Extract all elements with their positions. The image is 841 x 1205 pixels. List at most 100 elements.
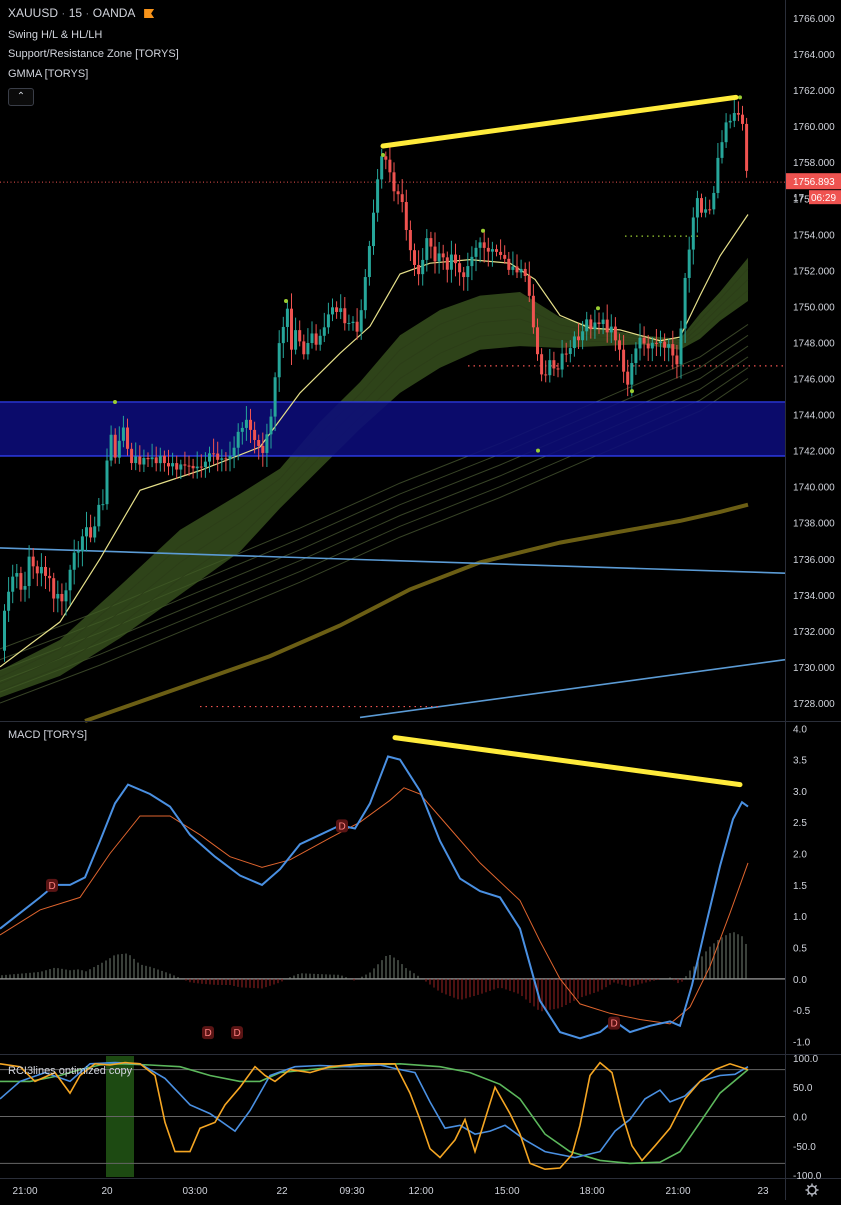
candle-body — [294, 330, 298, 350]
time-axis: 21:00 20 03:00 22 09:30 12:00 15:00 18:00 21:00 2… — [12, 1183, 819, 1197]
price-tick-label: 1730.000 — [793, 663, 835, 674]
candle-body — [433, 246, 437, 262]
indicator-sr-zone[interactable]: Support/Resistance Zone [TORYS] — [8, 48, 179, 60]
time-tick-label: 15:00 — [494, 1186, 519, 1197]
candle-body — [511, 266, 515, 270]
candle-body — [679, 328, 683, 365]
broker: OANDA — [92, 6, 135, 20]
rci-tick-label: -100.0 — [793, 1171, 822, 1182]
candle-body — [609, 326, 613, 333]
candle-body — [499, 251, 503, 255]
divergence-marker-bg — [202, 1026, 214, 1040]
candle-body — [150, 457, 154, 460]
macd-tick-label: -0.5 — [793, 1006, 811, 1017]
candle-body — [736, 113, 740, 115]
candle-body — [162, 455, 166, 464]
candle-body — [663, 341, 667, 348]
candle-body — [659, 341, 662, 344]
macd-tick-label: 3.0 — [793, 787, 807, 798]
swing-high-marker — [481, 228, 485, 233]
candle-body — [720, 142, 724, 158]
candle-body — [347, 323, 351, 325]
candle-body — [326, 314, 330, 328]
candle-body — [548, 360, 552, 376]
rci-mid-line — [0, 1061, 749, 1159]
candle-body — [527, 276, 531, 296]
collapse-legend-button[interactable]: ⌃ — [8, 88, 34, 106]
candle-body — [97, 504, 101, 527]
candle-body — [618, 340, 621, 350]
candle-body — [105, 460, 109, 505]
macd-line — [0, 755, 749, 1040]
candle-body — [515, 266, 519, 273]
candle-body — [310, 333, 314, 344]
candle-body — [269, 416, 273, 435]
rci-label[interactable]: RCI3lines optimized copy — [8, 1065, 133, 1077]
candle-body — [3, 610, 6, 651]
trendline — [0, 547, 786, 574]
candle-body — [109, 434, 113, 461]
signal-line — [0, 787, 749, 1025]
candle-body — [318, 335, 322, 345]
time-tick-label: 03:00 — [182, 1186, 207, 1197]
price-tick-label: 1728.000 — [793, 699, 835, 710]
candle-body — [531, 295, 535, 328]
annotation-line — [392, 735, 743, 788]
candle-body — [519, 268, 523, 273]
divergence-marker-label: D — [339, 821, 346, 832]
divergence-marker-bg — [231, 1026, 243, 1040]
divergence-marker-label: D — [49, 881, 56, 892]
divergence-marker: D — [608, 1016, 620, 1030]
candle-body — [23, 586, 27, 590]
candle-body — [31, 556, 35, 567]
gear-icon[interactable] — [805, 1183, 819, 1197]
flag-icon[interactable] — [144, 9, 155, 18]
candle-body — [646, 343, 650, 349]
candle-body — [240, 427, 244, 432]
macd-tick-label: 4.0 — [793, 724, 807, 735]
candle-body — [175, 463, 179, 470]
candle-body — [454, 254, 457, 264]
swing-high-marker — [113, 399, 117, 404]
candle-body — [691, 217, 695, 250]
candle-body — [650, 342, 654, 349]
indicator-swing[interactable]: Swing H/L & HL/LH — [8, 29, 103, 41]
candle-body — [261, 445, 265, 453]
candle-body — [581, 331, 585, 341]
candle-body — [208, 453, 211, 462]
candle-body — [302, 341, 306, 355]
macd-tick-label: 2.0 — [793, 850, 807, 861]
price-tick-label: 1742.000 — [793, 447, 835, 458]
candle-body — [708, 209, 712, 211]
candle-body — [745, 123, 749, 171]
candle-body — [425, 238, 429, 260]
candle-body — [593, 322, 597, 330]
candle-body — [285, 308, 289, 327]
indicator-gmma[interactable]: GMMA [TORYS] — [8, 68, 89, 80]
candle-body — [675, 355, 679, 365]
trendline — [359, 658, 786, 719]
candle-body — [417, 264, 421, 275]
candle-body — [314, 333, 318, 345]
candle-body — [577, 336, 580, 341]
price-tick-label: 1736.000 — [793, 555, 835, 566]
candle-body — [232, 447, 236, 456]
candle-body — [171, 463, 175, 467]
divergence-marker: D — [336, 819, 348, 833]
macd-label[interactable]: MACD [TORYS] — [8, 729, 88, 741]
candle-body — [654, 342, 658, 344]
candle-body — [728, 120, 732, 123]
divergence-marker: D — [231, 1026, 243, 1040]
symbol-title[interactable]: XAUUSD · 15 · OANDA — [8, 6, 155, 20]
rci-tick-label: 0.0 — [793, 1113, 807, 1124]
candle-body — [540, 354, 544, 375]
rci-short-line — [0, 1061, 749, 1171]
candle-body — [507, 258, 511, 270]
candle-body — [626, 371, 630, 385]
gear-tooth — [806, 1192, 810, 1196]
candle-body — [671, 344, 675, 356]
price-pane — [0, 94, 786, 723]
candle-body — [224, 458, 228, 460]
